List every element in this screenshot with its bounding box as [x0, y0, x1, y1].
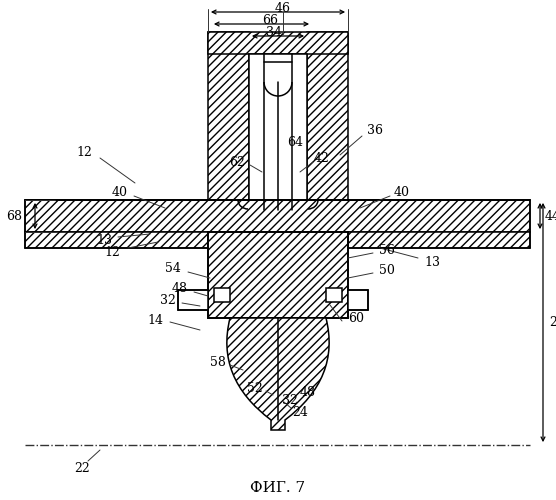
Polygon shape [178, 290, 208, 310]
Text: 22: 22 [74, 462, 90, 474]
Polygon shape [208, 32, 249, 210]
Text: 68: 68 [6, 210, 22, 222]
Text: 48: 48 [300, 386, 316, 398]
Polygon shape [348, 290, 368, 310]
Text: 50: 50 [379, 264, 395, 276]
Text: 26: 26 [549, 316, 556, 329]
Polygon shape [25, 232, 208, 248]
Text: 12: 12 [104, 246, 120, 258]
Text: 24: 24 [292, 406, 308, 418]
Text: 14: 14 [147, 314, 163, 326]
Text: 36: 36 [367, 124, 383, 136]
Text: 32: 32 [282, 394, 298, 406]
Text: 40: 40 [112, 186, 128, 198]
Text: 54: 54 [165, 262, 181, 274]
Text: 46: 46 [275, 2, 291, 15]
PathPatch shape [227, 318, 329, 430]
Text: 32: 32 [160, 294, 176, 306]
Polygon shape [307, 32, 348, 210]
Text: 44: 44 [545, 210, 556, 222]
Text: 42: 42 [314, 152, 330, 164]
Text: 12: 12 [76, 146, 92, 158]
Text: 66: 66 [262, 14, 278, 26]
Text: 13: 13 [96, 234, 112, 246]
Text: 13: 13 [424, 256, 440, 268]
Polygon shape [348, 232, 530, 248]
Text: 60: 60 [348, 312, 364, 324]
Text: 62: 62 [229, 156, 245, 168]
Text: 34: 34 [266, 26, 282, 38]
Text: 48: 48 [172, 282, 188, 294]
Polygon shape [208, 232, 348, 318]
Text: ФИГ. 7: ФИГ. 7 [250, 481, 306, 495]
Polygon shape [214, 288, 230, 302]
Polygon shape [25, 200, 530, 232]
Text: 56: 56 [379, 244, 395, 256]
Text: 52: 52 [247, 382, 263, 394]
Polygon shape [326, 288, 342, 302]
Text: 64: 64 [287, 136, 303, 148]
Polygon shape [208, 32, 348, 54]
Text: 58: 58 [210, 356, 226, 368]
Text: 40: 40 [394, 186, 410, 198]
Bar [249, 54, 307, 210]
